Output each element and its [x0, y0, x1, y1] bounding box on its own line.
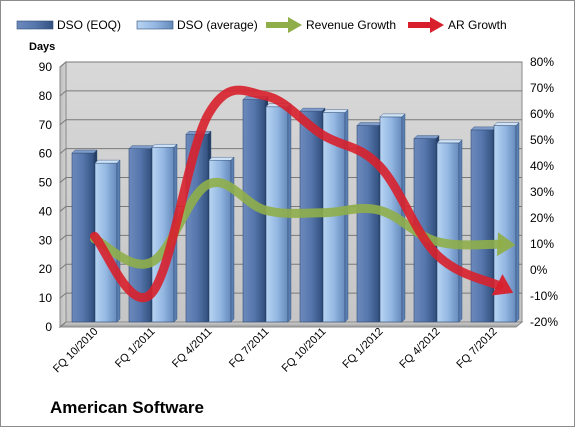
bar-top: [436, 139, 463, 144]
series-arrowhead: [491, 274, 514, 296]
y-axis-left: 0 10 20 30 40 50 60 70 80 90: [39, 60, 53, 334]
series-line: [90, 85, 504, 302]
y-tick-label: 20: [39, 262, 53, 276]
y2-tick-label: 70%: [530, 81, 554, 95]
legend-swatch: [16, 20, 54, 30]
bar-top: [71, 149, 98, 154]
bar-side: [230, 156, 235, 323]
bar-side: [344, 109, 349, 323]
y2-tick-label: 80%: [530, 55, 554, 69]
x-tick-label: FQ 7/2011: [227, 326, 272, 371]
growth-lines: [90, 85, 516, 302]
gridline-side: [59, 61, 67, 68]
y2-tick-label: 40%: [530, 159, 554, 173]
legend-item: DSO (average): [136, 18, 258, 32]
y2-tick-label: 10%: [530, 237, 554, 251]
bar-top: [322, 109, 349, 113]
legend-label: DSO (average): [177, 18, 258, 32]
y-tick-label: 50: [39, 176, 53, 190]
y-axis-right: -20% -10% 0% 10% 20% 30% 40% 50% 60% 70% 80%: [530, 55, 558, 329]
gridline-side: [59, 206, 67, 212]
bar-top: [299, 107, 326, 112]
company-name: American Software: [50, 398, 204, 417]
legend-label: DSO (EOQ): [57, 18, 121, 32]
y-tick-label: 0: [45, 320, 52, 334]
bar-top: [356, 122, 383, 126]
bar-top: [128, 145, 155, 149]
gridline-side: [59, 119, 67, 126]
y-tick-label: 30: [39, 233, 53, 247]
y-tick-label: 40: [39, 204, 53, 218]
legend-label: Revenue Growth: [306, 18, 396, 32]
legend-item: Revenue Growth: [266, 17, 396, 33]
y-axis-title: Days: [29, 41, 55, 53]
bar-side: [116, 159, 121, 323]
bar-top: [493, 122, 520, 126]
y2-tick-label: 20%: [530, 211, 554, 225]
legend-arrowhead: [288, 17, 302, 33]
bar-side: [458, 139, 463, 323]
gridline-side: [59, 90, 67, 97]
y-tick-label: 10: [39, 291, 53, 305]
series-arrowhead: [496, 232, 516, 257]
bar: [493, 122, 520, 323]
gridline-side: [59, 234, 67, 241]
series-line: [90, 177, 504, 269]
y2-tick-label: 60%: [530, 107, 554, 121]
legend-item: DSO (EOQ): [16, 18, 121, 32]
bar: [208, 156, 235, 323]
x-tick-label: FQ 10/2010: [51, 326, 101, 376]
bar: [436, 139, 463, 323]
x-tick-label: FQ 1/2012: [340, 326, 385, 371]
y2-tick-label: 50%: [530, 133, 554, 147]
plot-floor: [58, 321, 524, 328]
y2-tick-label: -20%: [530, 315, 558, 329]
y-tick-label: 80: [39, 89, 53, 103]
y-tick-label: 60: [39, 147, 53, 161]
y2-tick-label: 30%: [530, 185, 554, 199]
gridline-side: [59, 177, 67, 183]
bar-top: [151, 144, 178, 148]
x-axis: FQ 10/2010 FQ 1/2011 FQ 4/2011 FQ 7/2011 FQ …: [51, 326, 500, 376]
gridline-side: [59, 292, 67, 299]
x-tick-label: FQ 7/2012: [454, 326, 499, 371]
x-tick-label: FQ 1/2011: [113, 326, 158, 371]
y2-tick-label: -10%: [530, 289, 558, 303]
bar-top: [470, 126, 497, 131]
legend-label: AR Growth: [448, 18, 507, 32]
bar-top: [413, 135, 440, 139]
gridline-side: [59, 148, 67, 155]
plot-side-wall: [59, 60, 67, 329]
bar-top: [94, 159, 121, 164]
y-tick-label: 90: [39, 60, 53, 74]
y-tick-label: 70: [39, 118, 53, 132]
bar-face: [436, 142, 460, 323]
bar: [470, 126, 497, 323]
legend-swatch: [136, 20, 174, 30]
gridline-side: [59, 321, 67, 328]
bar-top: [379, 113, 406, 118]
bar-top: [208, 157, 235, 161]
legend-item: AR Growth: [408, 17, 507, 33]
x-tick-label: FQ 10/2011: [280, 326, 329, 375]
legend-arrowhead: [430, 17, 444, 33]
bar-face: [470, 129, 494, 323]
bar-side: [515, 122, 520, 323]
gridline-side: [59, 263, 67, 270]
x-tick-label: FQ 4/2012: [397, 326, 442, 371]
y2-tick-label: 0%: [530, 263, 548, 277]
x-tick-label: FQ 4/2011: [170, 326, 215, 371]
legend: DSO (EOQ) DSO (average) Revenue Growth AR G…: [16, 17, 507, 33]
